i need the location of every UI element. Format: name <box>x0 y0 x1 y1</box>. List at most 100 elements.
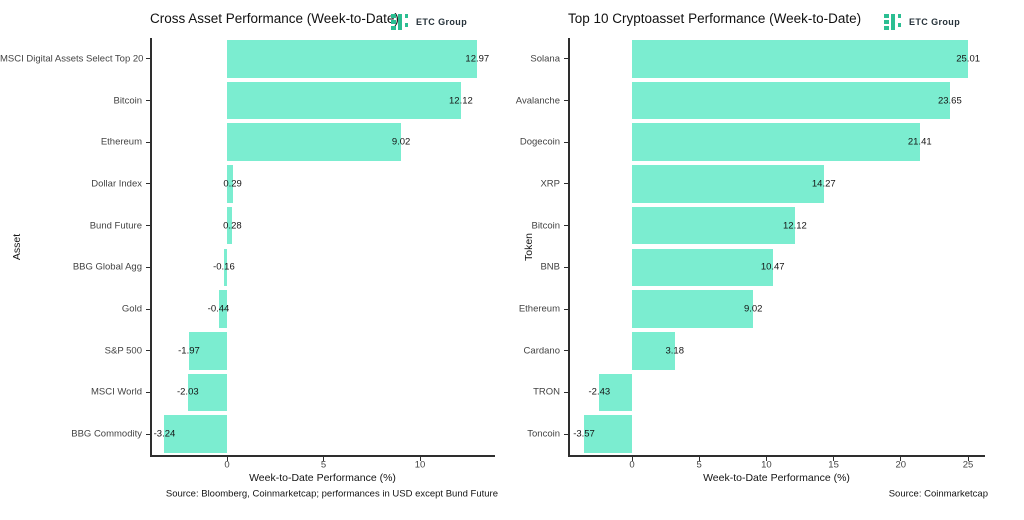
y-axis-tick-mark <box>564 433 568 435</box>
category-label: TRON <box>533 386 560 398</box>
y-axis-tick-mark <box>564 350 568 352</box>
x-axis-title: Week-to-Date Performance (%) <box>249 472 396 484</box>
logo-block <box>397 14 402 30</box>
bar-value-label: -1.97 <box>178 345 200 357</box>
x-axis-tick-mark <box>765 456 767 461</box>
category-label: MSCI Digital Assets Select Top 20 <box>0 53 144 65</box>
category-label: MSCI World <box>90 386 142 398</box>
chart-title: Cross Asset Performance (Week-to-Date) <box>150 11 399 26</box>
bar <box>584 415 632 453</box>
bar <box>223 248 227 287</box>
logo-block <box>391 20 396 24</box>
etc-group-logo: ETC Group <box>884 13 960 31</box>
bar-value-label: -2.43 <box>588 386 611 398</box>
y-axis-tick-mark <box>564 141 568 143</box>
bar-value-label: 14.27 <box>811 178 836 190</box>
bar-value-label: 12.97 <box>465 53 490 65</box>
bar <box>187 373 227 412</box>
bar-value-label: 10.47 <box>760 261 785 273</box>
y-axis-line <box>150 38 152 455</box>
y-axis-tick-mark <box>564 183 568 185</box>
bar-value-label: -3.24 <box>153 428 176 440</box>
y-axis-tick-mark <box>564 100 568 102</box>
bar <box>218 290 227 328</box>
y-axis-tick-mark <box>564 225 568 227</box>
bar <box>632 331 675 370</box>
bar <box>632 165 824 203</box>
chart-cross-asset-performance: Cross Asset Performance (Week-to-Date) E… <box>0 11 498 500</box>
x-axis-tick-mark <box>419 456 421 461</box>
y-axis-tick-mark <box>146 266 150 268</box>
x-tick-label: 0 <box>629 459 635 471</box>
category-label: Solana <box>530 53 560 65</box>
category-label: Dollar Index <box>91 178 142 190</box>
bar <box>227 206 233 245</box>
category-label: Bitcoin <box>113 95 142 107</box>
x-tick-label: 0 <box>224 459 230 471</box>
bar-value-label: -0.16 <box>213 261 235 273</box>
x-tick-label: 15 <box>828 459 839 471</box>
bar-value-label: 23.65 <box>937 95 962 107</box>
x-tick-label: 10 <box>761 459 772 471</box>
logo-block <box>890 14 895 30</box>
category-label: Ethereum <box>100 136 142 148</box>
y-axis-tick-mark <box>146 308 150 310</box>
etc-group-logo-icon <box>884 14 902 30</box>
category-label: XRP <box>540 178 560 190</box>
source-caption: Source: Coinmarketcap <box>888 488 988 500</box>
bar-value-label: 21.41 <box>907 136 932 148</box>
bar-value-label: 9.02 <box>743 303 763 315</box>
logo-block <box>391 14 396 18</box>
logo-block <box>884 20 889 24</box>
y-axis-title: Token <box>523 232 535 261</box>
bar-value-label: 3.18 <box>665 345 684 357</box>
logo-block <box>391 26 396 30</box>
bar-value-label: -2.03 <box>176 386 199 398</box>
bar <box>632 290 754 328</box>
y-axis-tick-mark <box>146 58 150 60</box>
category-label: BNB <box>540 261 560 273</box>
category-label: S&P 500 <box>104 345 142 357</box>
y-axis-tick-mark <box>564 58 568 60</box>
etc-group-logo-text: ETC Group <box>416 17 468 27</box>
x-axis-tick-mark <box>900 456 902 461</box>
bar <box>227 81 461 120</box>
x-axis-tick-mark <box>323 456 324 461</box>
logo-block <box>897 23 901 27</box>
y-axis-tick-mark <box>564 266 568 268</box>
logo-block <box>404 23 408 27</box>
bar-value-label: -3.57 <box>573 428 595 440</box>
x-tick-label: 5 <box>320 459 327 471</box>
y-axis-line <box>568 38 570 455</box>
x-axis-tick-mark <box>967 456 969 461</box>
bar <box>227 40 478 78</box>
y-axis-tick-mark <box>146 100 150 102</box>
y-axis-tick-mark <box>146 225 150 227</box>
bar <box>188 331 227 370</box>
x-axis-tick-mark <box>698 456 700 461</box>
chart-title: Top 10 Cryptoasset Performance (Week-to-… <box>568 11 862 26</box>
x-axis-tick-mark <box>226 456 228 461</box>
etc-group-logo: ETC Group <box>391 13 467 31</box>
bar <box>164 415 227 453</box>
bar <box>632 123 920 161</box>
x-tick-label: 20 <box>895 459 907 471</box>
x-axis-line <box>568 455 985 457</box>
x-axis-tick-mark <box>833 456 835 461</box>
bar-value-label: 9.02 <box>391 136 411 148</box>
bar-value-label: 0.29 <box>223 178 242 190</box>
bar-value-label: 25.01 <box>956 53 981 65</box>
category-label: Bitcoin <box>531 220 560 232</box>
bar <box>632 206 795 245</box>
y-axis-title: Asset <box>11 233 23 260</box>
category-label: BBG Commodity <box>71 428 142 440</box>
bar-value-label: 12.12 <box>783 220 807 232</box>
bar <box>599 373 632 412</box>
logo-block <box>884 26 889 30</box>
etc-group-logo-text: ETC Group <box>909 17 961 27</box>
category-label: Bund Future <box>89 220 142 232</box>
source-caption: Source: Bloomberg, Coinmarketcap; perfor… <box>165 488 498 500</box>
y-axis-tick-mark <box>146 433 150 435</box>
x-axis-line <box>150 455 495 457</box>
